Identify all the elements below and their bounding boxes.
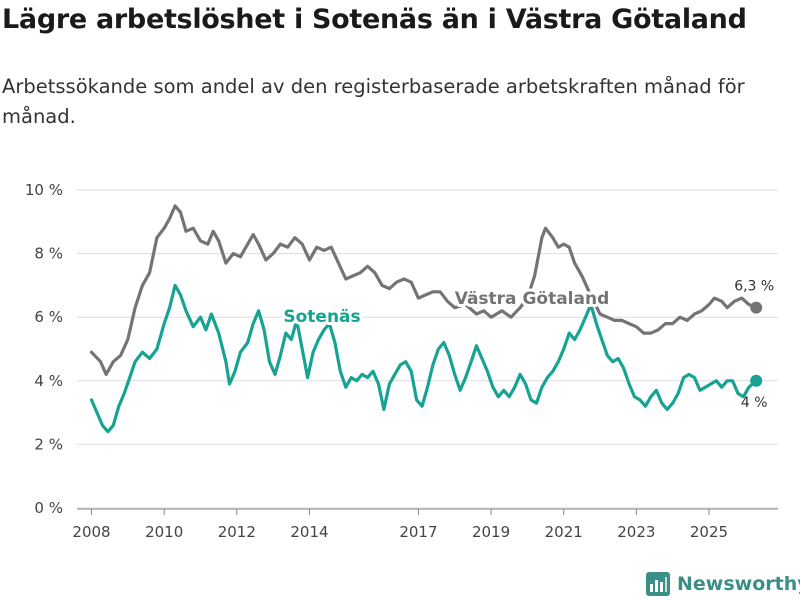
brand-logo[interactable]: Newsworthy <box>645 570 800 598</box>
x-tick-label: 2019 <box>472 523 510 541</box>
x-tick-label: 2014 <box>290 523 328 541</box>
series-end-label: 6,3 % <box>734 279 774 295</box>
series-label-sotenas: Sotenäs <box>283 307 360 327</box>
series-end-point <box>750 374 763 387</box>
y-tick-label: 0 % <box>34 499 63 517</box>
chart-title: Lägre arbetslöshet i Sotenäs än i Västra… <box>2 4 747 35</box>
x-tick-label: 2012 <box>218 523 256 541</box>
chart-subtitle: Arbetssökande som andel av den registerb… <box>2 75 745 128</box>
series-end-label: 4 % <box>741 395 768 411</box>
series-labels: 6,3 % 4 % Västra Götaland Sotenäs <box>280 279 774 411</box>
series-label-vastra-gotaland: Västra Götaland <box>455 289 610 309</box>
y-tick-label: 2 % <box>34 435 63 453</box>
y-tick-label: 8 % <box>34 245 63 263</box>
newsworthy-logo-icon <box>646 572 670 596</box>
series-line-sotenas <box>89 283 758 434</box>
series-line-vastra-gotaland <box>89 204 758 376</box>
x-tick-label: 2025 <box>690 523 728 541</box>
y-tick-label: 10 % <box>25 181 63 199</box>
y-tick-label: 6 % <box>34 308 63 326</box>
x-tick-label: 2008 <box>72 523 110 541</box>
y-tick-label: 4 % <box>34 372 63 390</box>
brand-name: Newsworthy <box>677 573 800 595</box>
series-lines <box>89 204 763 434</box>
gridlines <box>77 189 778 509</box>
x-tick-label: 2010 <box>145 523 183 541</box>
series-end-point <box>750 301 763 314</box>
x-tick-label: 2021 <box>545 523 583 541</box>
x-tick-label: 2023 <box>617 523 655 541</box>
axes: 0 % 2 % 4 % 6 % 8 % 10 % 2008 2010 2012 2014 2017 2… <box>25 181 778 541</box>
x-tick-label: 2017 <box>399 523 437 541</box>
